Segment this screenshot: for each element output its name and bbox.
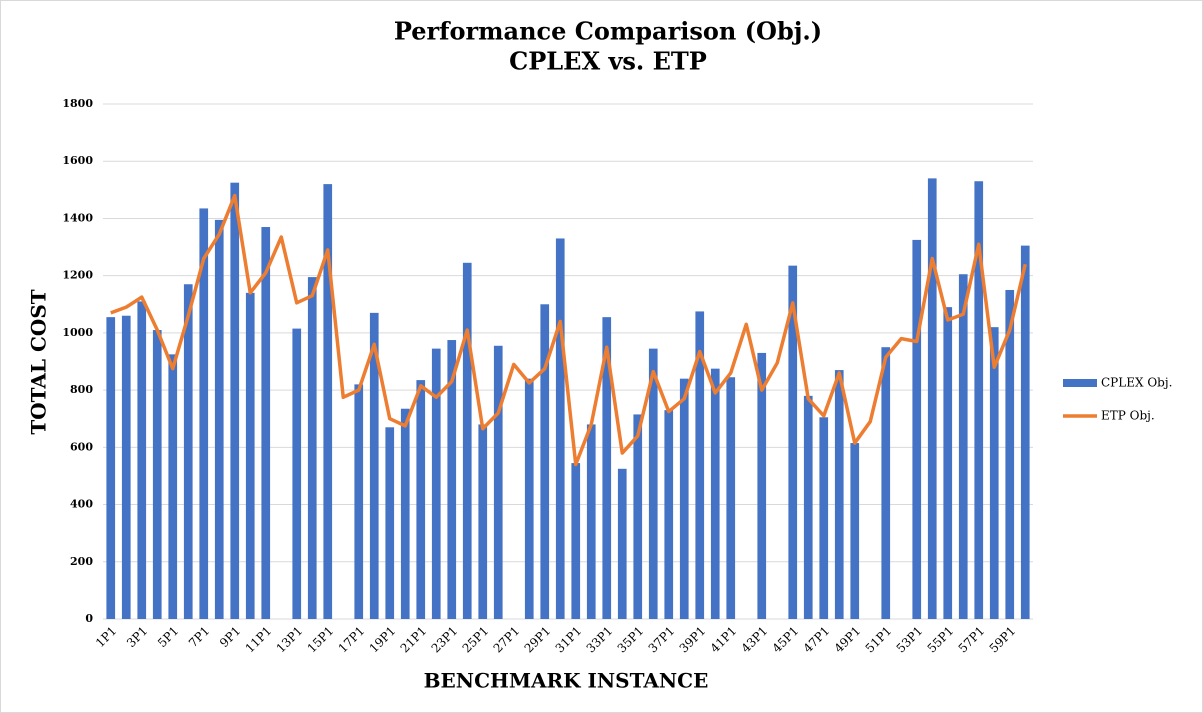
bar	[989, 327, 999, 619]
bar	[664, 410, 674, 619]
bar	[199, 208, 209, 620]
y-tick-label: 1000	[62, 326, 93, 339]
bar	[323, 184, 333, 619]
bar	[1020, 245, 1030, 619]
bar	[245, 292, 255, 619]
y-axis-title: TOTAL COST	[27, 289, 51, 434]
y-tick-label: 600	[70, 440, 93, 453]
bar	[617, 468, 627, 619]
bar	[369, 312, 379, 619]
y-tick-label: 1600	[62, 154, 93, 167]
bar	[803, 395, 813, 619]
bar	[214, 219, 224, 619]
bar	[571, 463, 581, 619]
bar	[710, 368, 720, 619]
bar	[927, 178, 937, 619]
bar	[183, 284, 193, 619]
y-tick-label: 1200	[62, 269, 93, 282]
bar	[586, 424, 596, 619]
y-tick-label: 800	[70, 383, 93, 396]
bar	[834, 370, 844, 619]
bar	[850, 443, 860, 619]
bar	[633, 414, 643, 619]
legend-label: CPLEX Obj.	[1101, 376, 1172, 390]
bar	[1005, 289, 1015, 619]
bar	[726, 377, 736, 619]
bar	[788, 265, 798, 619]
bar	[431, 348, 441, 619]
bar	[478, 424, 488, 619]
legend-label: ETP Obj.	[1101, 409, 1155, 423]
bar	[230, 182, 240, 620]
bar	[106, 317, 116, 619]
legend-swatch	[1063, 379, 1097, 387]
y-tick-label: 1400	[62, 211, 93, 224]
y-tick-label: 0	[85, 612, 93, 625]
bar	[307, 277, 317, 619]
y-tick-label: 1800	[62, 97, 93, 110]
bar	[493, 345, 503, 619]
bar	[974, 181, 984, 619]
bar	[695, 311, 705, 619]
chart-subtitle: CPLEX vs. ETP	[509, 47, 707, 76]
bar	[137, 301, 147, 619]
bar	[555, 238, 565, 619]
bar	[679, 378, 689, 619]
bar	[168, 354, 178, 619]
chart-title: Performance Comparison (Obj.)	[394, 17, 822, 46]
bar	[447, 340, 457, 619]
bar	[261, 227, 271, 619]
bar	[819, 417, 829, 619]
bar	[416, 380, 426, 619]
bar	[462, 262, 472, 619]
bar	[152, 330, 162, 619]
bar	[540, 304, 550, 619]
bar	[912, 239, 922, 619]
y-tick-label: 200	[70, 555, 93, 568]
bar	[385, 427, 395, 619]
bar	[354, 384, 364, 619]
bar	[400, 408, 410, 619]
y-tick-label: 400	[70, 498, 93, 511]
bar	[121, 315, 131, 619]
bar	[292, 328, 302, 619]
bar	[881, 347, 891, 619]
bar	[524, 378, 534, 619]
bar	[648, 348, 658, 619]
bar	[943, 307, 953, 619]
x-axis-title: BENCHMARK INSTANCE	[424, 669, 709, 693]
bar	[602, 317, 612, 619]
bar	[757, 352, 767, 619]
line	[110, 193, 1027, 467]
bar	[958, 274, 968, 619]
